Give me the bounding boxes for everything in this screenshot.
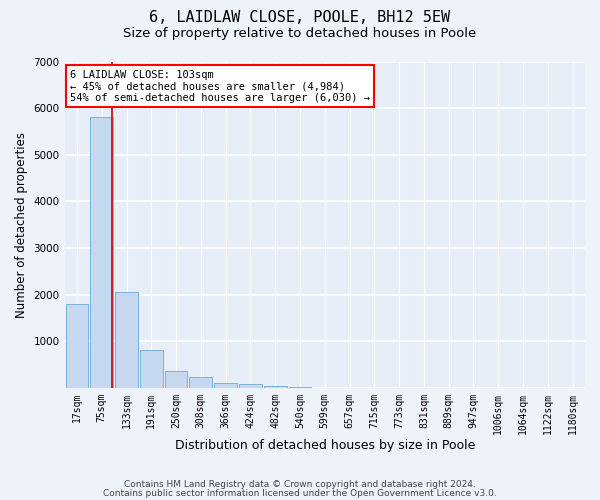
X-axis label: Distribution of detached houses by size in Poole: Distribution of detached houses by size … bbox=[175, 440, 475, 452]
Text: Size of property relative to detached houses in Poole: Size of property relative to detached ho… bbox=[124, 28, 476, 40]
Bar bbox=[239, 384, 262, 388]
Bar bbox=[91, 118, 113, 388]
Text: 6, LAIDLAW CLOSE, POOLE, BH12 5EW: 6, LAIDLAW CLOSE, POOLE, BH12 5EW bbox=[149, 10, 451, 25]
Bar bbox=[115, 292, 138, 388]
Y-axis label: Number of detached properties: Number of detached properties bbox=[15, 132, 28, 318]
Bar bbox=[140, 350, 163, 388]
Text: 6 LAIDLAW CLOSE: 103sqm
← 45% of detached houses are smaller (4,984)
54% of semi: 6 LAIDLAW CLOSE: 103sqm ← 45% of detache… bbox=[70, 70, 370, 103]
Bar bbox=[214, 383, 237, 388]
Bar bbox=[289, 386, 311, 388]
Text: Contains public sector information licensed under the Open Government Licence v3: Contains public sector information licen… bbox=[103, 490, 497, 498]
Bar bbox=[164, 370, 187, 388]
Bar bbox=[264, 386, 287, 388]
Bar bbox=[65, 304, 88, 388]
Text: Contains HM Land Registry data © Crown copyright and database right 2024.: Contains HM Land Registry data © Crown c… bbox=[124, 480, 476, 489]
Bar bbox=[190, 377, 212, 388]
